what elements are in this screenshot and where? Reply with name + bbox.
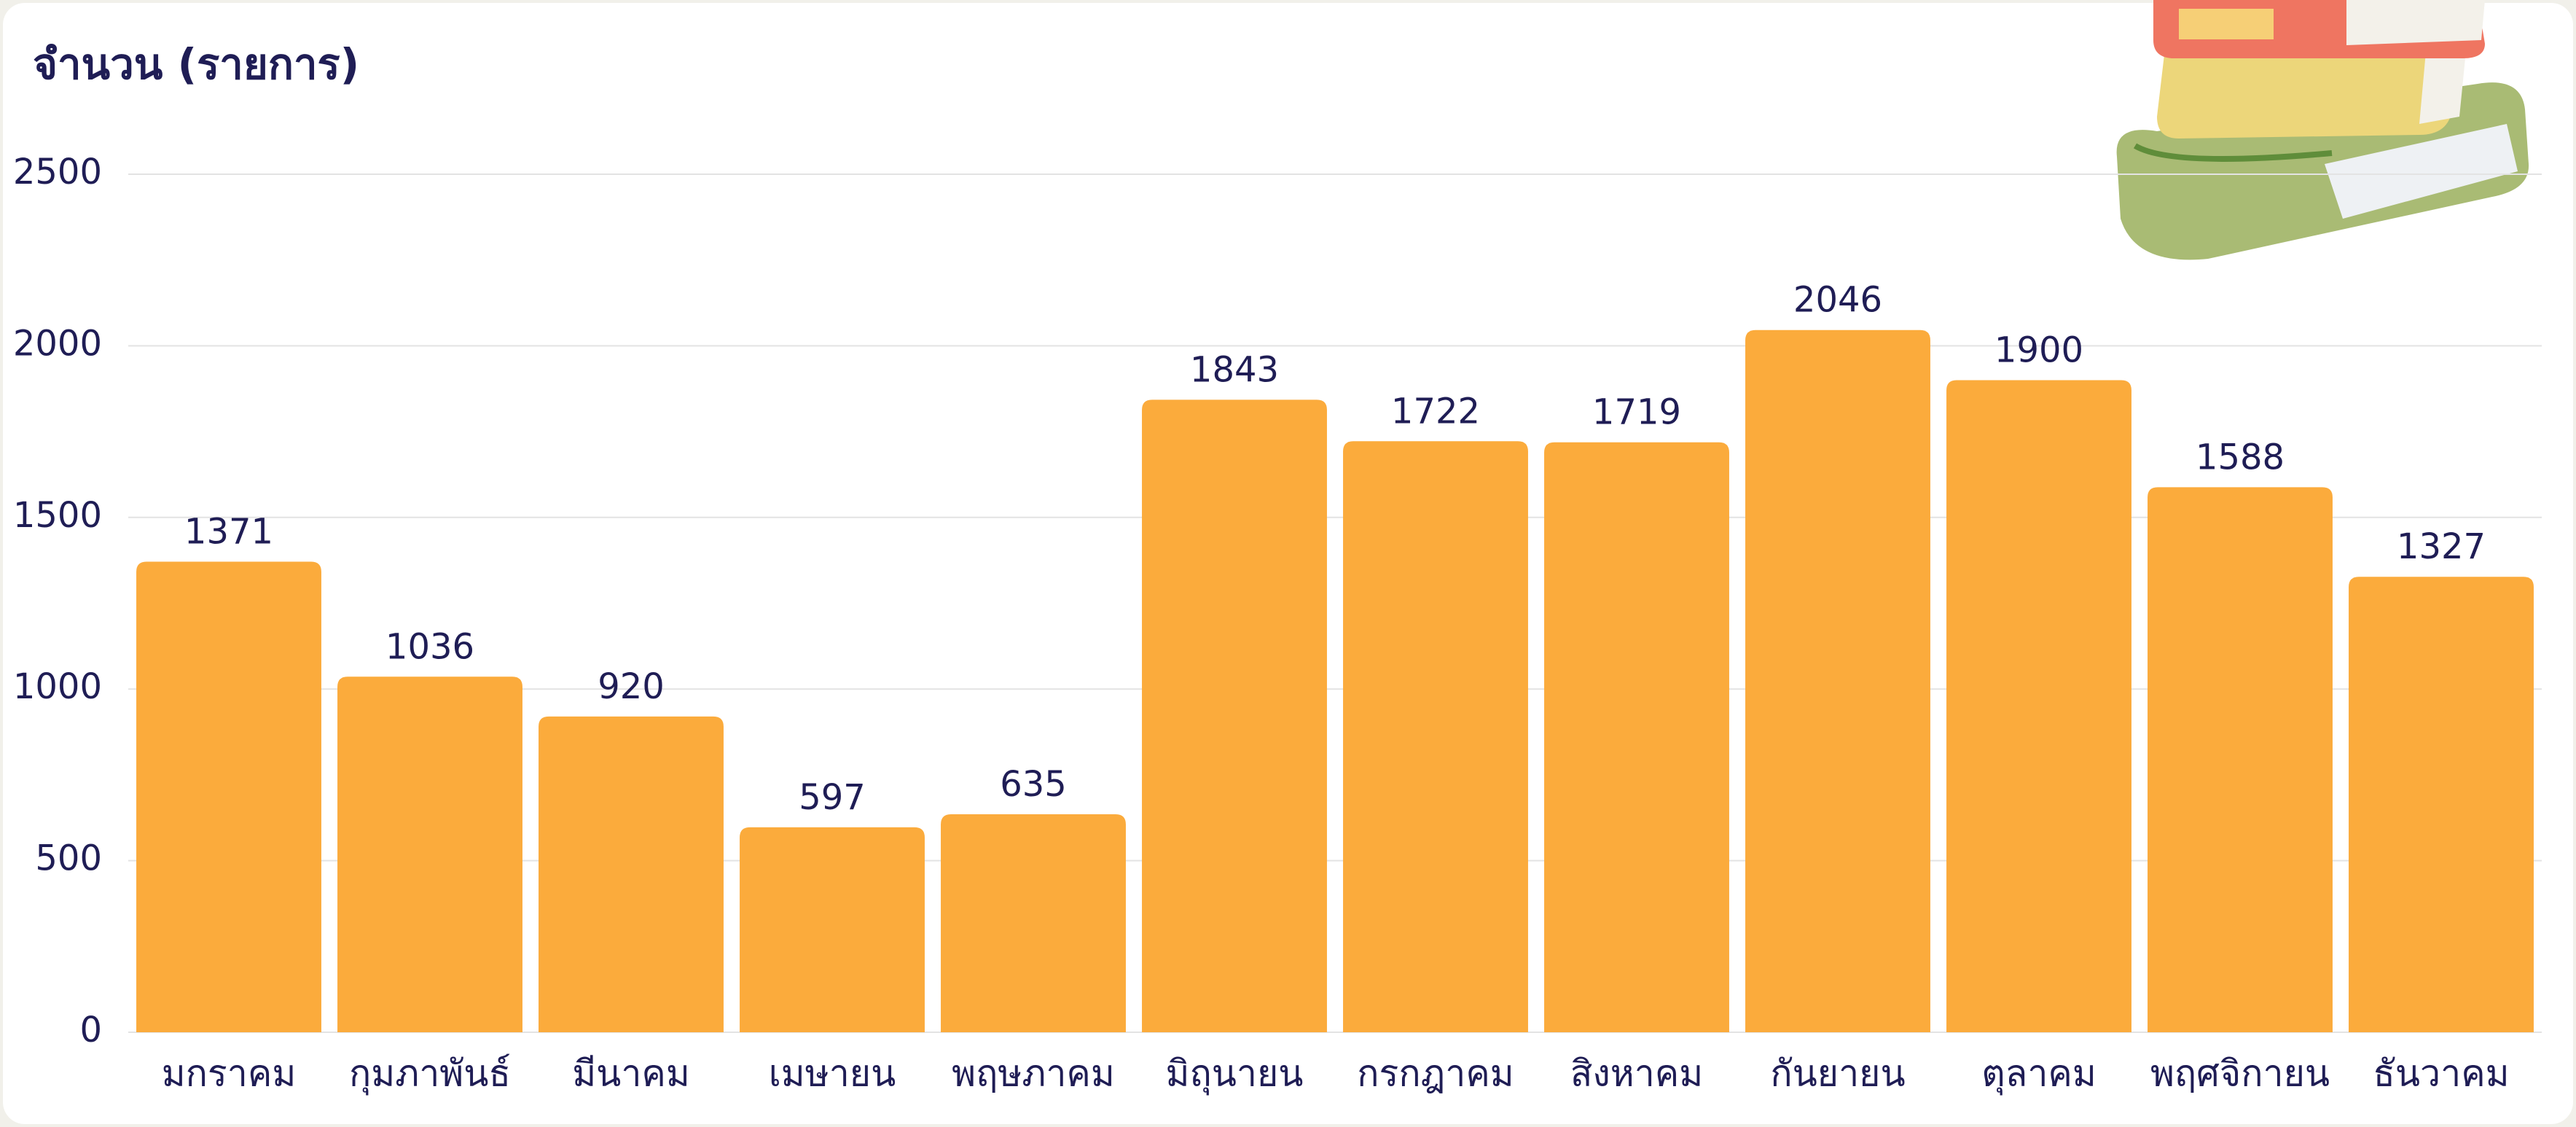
bar <box>1946 380 2131 1032</box>
value-label: 1036 <box>385 626 474 667</box>
chart-title: จำนวน (รายการ) <box>33 39 359 89</box>
value-label: 1900 <box>1994 329 2083 370</box>
x-tick-label: มีนาคม <box>572 1053 690 1095</box>
value-label: 2046 <box>1793 280 1882 321</box>
bar <box>1745 329 1930 1033</box>
books-illustration <box>2116 0 2529 260</box>
x-tick-label: สิงหาคม <box>1570 1053 1703 1095</box>
value-label: 1327 <box>2397 526 2486 567</box>
value-label: 920 <box>598 666 665 707</box>
x-tick-label: พฤษภาคม <box>952 1053 1115 1095</box>
value-label: 1371 <box>184 512 273 553</box>
value-label: 597 <box>799 777 866 818</box>
value-label: 1719 <box>1592 392 1681 433</box>
y-tick-label: 500 <box>35 838 102 879</box>
x-tick-label: ธันวาคม <box>2373 1053 2509 1095</box>
bar <box>1544 442 1729 1032</box>
bar <box>1142 399 1327 1032</box>
y-tick-label: 2000 <box>13 323 102 364</box>
value-label: 1843 <box>1190 349 1279 390</box>
x-tick-label: พฤศจิกายน <box>2150 1053 2330 1095</box>
bar <box>337 676 522 1032</box>
y-tick-label: 2500 <box>13 152 102 192</box>
value-label: 1722 <box>1391 391 1480 432</box>
bar <box>941 814 1126 1032</box>
y-tick-label: 0 <box>79 1010 102 1050</box>
x-tick-label: มกราคม <box>162 1053 297 1095</box>
bar <box>539 716 724 1032</box>
y-tick-label: 1500 <box>13 495 102 536</box>
x-tick-label: เมษายน <box>769 1053 896 1095</box>
bar <box>2349 577 2534 1032</box>
x-tick-label: มิถุนายน <box>1166 1053 1304 1096</box>
x-tick-label: กุมภาพันธ์ <box>349 1053 511 1096</box>
bar <box>740 827 925 1032</box>
x-tick-label: กรกฎาคม <box>1357 1053 1514 1095</box>
value-label: 635 <box>1000 764 1067 805</box>
bar <box>2148 487 2333 1032</box>
value-label: 1588 <box>2196 437 2285 477</box>
bar <box>136 561 321 1032</box>
y-tick-label: 1000 <box>13 666 102 707</box>
bar <box>1343 441 1528 1032</box>
x-tick-label: ตุลาคม <box>1981 1053 2097 1096</box>
x-tick-label: กันยายน <box>1770 1053 1905 1095</box>
